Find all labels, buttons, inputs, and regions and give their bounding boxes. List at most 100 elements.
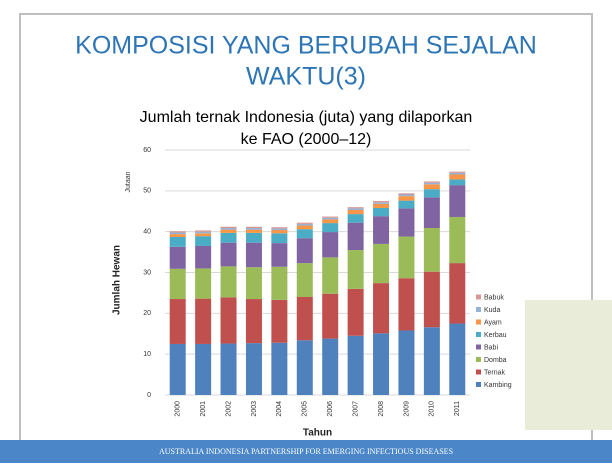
legend-swatch [476,382,481,387]
legend-label: Babuk [484,294,504,301]
legend-swatch [476,332,481,337]
footer-bar [0,440,612,463]
bar-segment [347,335,364,395]
y-tick-label: 20 [143,310,151,317]
legend-label: Ayam [484,319,502,326]
bar-segment [423,181,440,183]
bar-segment [195,268,212,299]
unit-label: Jutaan [125,171,132,192]
x-tick-label: 2007 [352,401,359,417]
slide-title: KOMPOSISI YANG BERUBAH SEJALAN [75,32,537,60]
legend-swatch [476,294,481,300]
bar-segment [373,216,390,244]
bar-segment [398,193,415,195]
legend-swatch [476,344,481,350]
bar-segment [271,243,288,267]
bar-segment [245,299,262,344]
slide-title: WAKTU(3) [246,63,366,91]
x-tick-label: 2008 [378,401,385,417]
bar-segment [271,299,288,343]
bar-segment [398,278,415,331]
bar-segment [245,343,262,395]
bar-segment [449,216,466,264]
bar-segment [220,229,237,233]
bar-segment [245,226,262,228]
bar-segment [449,174,466,180]
bar-segment [169,299,186,344]
bar-segment [169,236,186,247]
bar-segment [449,179,466,186]
bar-segment [423,184,440,190]
y-tick-label: 50 [143,188,151,195]
x-tick-label: 2011 [454,401,461,416]
y-axis-title: Jumlah Hewan [112,245,123,315]
bar-segment [449,185,466,217]
bar-segment [169,234,186,237]
bar-segment [347,250,364,289]
bar-segment [245,242,262,268]
bar-segment [398,330,415,395]
bar-segment [322,232,339,258]
bar-segment [398,208,415,237]
bar-segment [322,223,339,233]
bar-segment [398,194,415,197]
slide-subtitle: ke FAO (2000–12) [241,131,372,148]
bar-segment [271,227,288,229]
bar-segment [347,214,364,223]
bar-segment [245,267,262,300]
x-tick-label: 2010 [429,401,436,417]
bar-segment [373,333,390,395]
bar-segment [449,172,466,175]
x-tick-label: 2009 [403,401,410,417]
bar-segment [322,293,339,339]
bar-segment [245,229,262,233]
legend-swatch [476,307,481,312]
legend-label: Domba [484,357,507,364]
bar-segment [322,216,339,218]
legend-swatch [476,369,481,375]
decor-image [520,300,612,430]
bar-segment [449,323,466,395]
bar-segment [296,263,313,297]
bar-segment [423,182,440,185]
bar-segment [169,268,186,300]
x-axis-title: Tahun [303,428,332,439]
y-tick-label: 60 [143,147,151,154]
y-tick-label: 30 [143,269,151,276]
bar-segment [347,222,364,251]
bar-segment [220,343,237,395]
bar-segment [195,230,212,232]
legend-swatch [476,319,481,325]
x-tick-label: 2006 [327,401,334,417]
bar-segment [398,196,415,201]
bar-segment [296,222,313,224]
x-tick-label: 2003 [251,401,258,417]
chart: 0 10 20 30 40 50 60 Jutaan Jumlah Hewan Tahun 2000… [112,147,512,439]
bar-segment [195,231,212,234]
bar-segment [373,243,390,284]
bar-segment [220,297,237,344]
bar-segment [271,228,288,231]
y-tick-label: 40 [143,229,151,236]
bar-segment [245,227,262,230]
bar-segment [296,340,313,395]
legend-label: Babi [484,344,498,351]
legend-swatch [476,357,481,362]
bar-segment [347,288,364,336]
legend-label: Kerbau [484,332,507,339]
bar-segment [220,227,237,230]
bar-segment [322,217,339,220]
bar-segment [296,238,313,264]
x-tick-label: 2002 [225,401,232,417]
x-tick-label: 2005 [302,401,309,417]
bar-segment [347,207,364,209]
bar-segment [423,189,440,198]
bar-segment [423,271,440,328]
legend-label: Kambing [484,382,512,389]
x-tick-label: 2004 [276,401,283,417]
bar-segment [220,242,237,267]
bar-segment [373,207,390,217]
bar-segment [271,342,288,395]
